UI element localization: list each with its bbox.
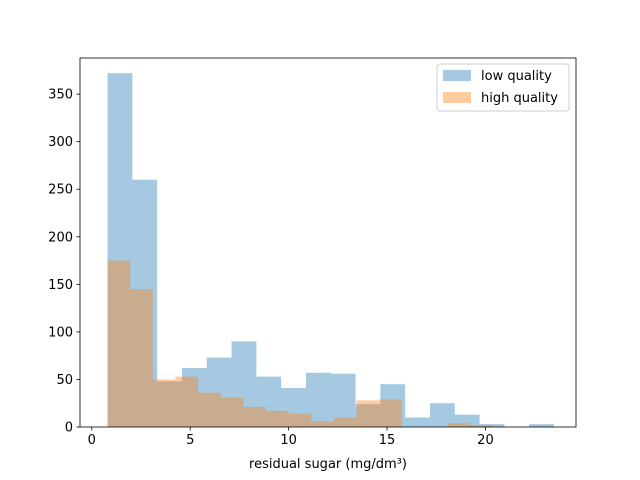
x-tick-label: 5 — [186, 433, 194, 448]
bar-low-quality-0 — [107, 73, 133, 427]
legend-swatch-high-quality — [443, 92, 471, 103]
x-tick-label: 15 — [379, 433, 396, 448]
bar-low-quality-14 — [454, 414, 480, 427]
legend-label-high-quality: high quality — [481, 91, 558, 106]
bar-low-quality-17 — [529, 424, 554, 427]
bar-high-quality-7 — [266, 410, 289, 427]
bar-high-quality-4 — [198, 392, 221, 427]
x-tick-label: 0 — [88, 433, 96, 448]
bar-high-quality-0 — [107, 260, 131, 427]
y-tick-label: 150 — [48, 278, 73, 293]
legend: low quality high quality — [436, 63, 570, 112]
bar-low-quality-13 — [429, 403, 455, 427]
bar-low-quality-10 — [355, 404, 381, 427]
bar-high-quality-3 — [175, 376, 199, 427]
bar-high-quality-1 — [130, 289, 153, 427]
y-tick-label: 350 — [48, 88, 73, 103]
bar-low-quality-6 — [256, 376, 282, 427]
legend-box — [436, 63, 570, 112]
bars-layer — [107, 73, 554, 427]
x-tick-label: 20 — [477, 433, 494, 448]
bar-high-quality-2 — [152, 379, 176, 427]
bar-high-quality-15 — [447, 423, 470, 427]
y-tick-label: 300 — [48, 135, 73, 150]
y-tick-label: 0 — [65, 421, 73, 436]
bar-high-quality-11 — [356, 400, 380, 427]
x-axis-label: residual sugar (mg/dm³) — [249, 457, 407, 472]
axes-frame — [79, 57, 577, 428]
bar-low-quality-5 — [231, 341, 257, 427]
bar-low-quality-3 — [181, 368, 207, 427]
y-tick-label: 250 — [48, 183, 73, 198]
bar-low-quality-12 — [405, 417, 430, 427]
plot-area: 0 5 10 15 20 0 50 100 150 200 250 300 350 residual … — [48, 57, 577, 472]
bar-low-quality-8 — [305, 372, 331, 427]
bar-low-quality-2 — [157, 381, 182, 427]
legend-swatch-low-quality — [443, 70, 471, 81]
bar-low-quality-11 — [380, 384, 406, 427]
bar-high-quality-10 — [333, 417, 357, 427]
y-tick-label: 100 — [48, 325, 73, 340]
bar-low-quality-4 — [206, 357, 232, 427]
bar-low-quality-7 — [281, 388, 306, 427]
bar-low-quality-1 — [132, 179, 158, 427]
bar-low-quality-9 — [330, 373, 356, 427]
x-axis: 0 5 10 15 20 — [88, 427, 494, 448]
y-tick-label: 50 — [56, 373, 73, 388]
bar-low-quality-15 — [479, 424, 505, 427]
legend-label-low-quality: low quality — [481, 69, 552, 84]
bar-high-quality-6 — [243, 407, 266, 427]
bar-high-quality-12 — [379, 399, 402, 427]
bar-high-quality-9 — [311, 421, 334, 427]
y-tick-label: 200 — [48, 230, 73, 245]
y-axis: 0 50 100 150 200 250 300 350 — [48, 88, 80, 436]
bar-high-quality-5 — [220, 397, 244, 427]
x-tick-label: 10 — [280, 433, 297, 448]
bar-high-quality-16 — [469, 425, 493, 427]
bar-high-quality-8 — [288, 413, 312, 427]
